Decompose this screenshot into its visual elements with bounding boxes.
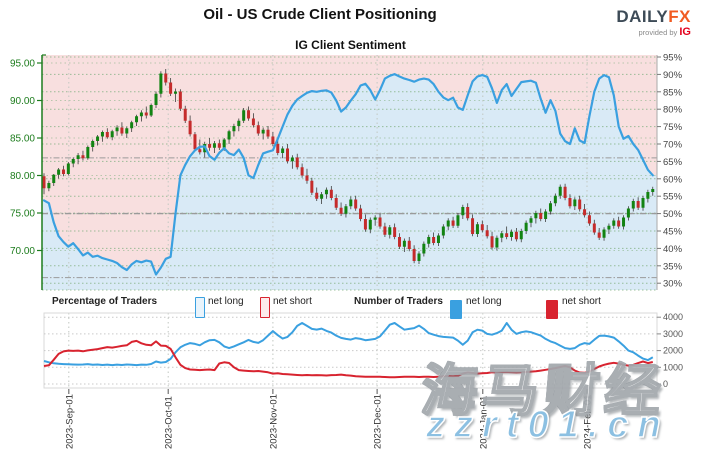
legend-num-net-short-label: net short bbox=[562, 296, 601, 307]
legend-pct-net-long-label: net long bbox=[208, 296, 244, 307]
svg-text:0: 0 bbox=[663, 379, 668, 389]
legend-num-net-long-label: net long bbox=[466, 296, 502, 307]
chart-subtitle: IG Client Sentiment bbox=[295, 38, 406, 52]
svg-text:70.00: 70.00 bbox=[10, 246, 35, 257]
svg-text:80%: 80% bbox=[663, 105, 683, 116]
svg-text:30%: 30% bbox=[663, 279, 683, 290]
svg-text:75%: 75% bbox=[663, 122, 683, 133]
svg-text:75.00: 75.00 bbox=[10, 209, 35, 220]
svg-text:40%: 40% bbox=[663, 244, 683, 255]
net-short-square-icon bbox=[260, 297, 270, 318]
ig-logo: IG bbox=[679, 25, 691, 38]
watermark-url-text: zzrt01.cn bbox=[425, 403, 670, 447]
svg-text:2023-Dec-01: 2023-Dec-01 bbox=[373, 394, 384, 449]
svg-text:70%: 70% bbox=[663, 140, 683, 151]
legend-pct-traders-label: Percentage of Traders bbox=[52, 296, 158, 307]
legend-pct-net-short-label: net short bbox=[273, 296, 312, 307]
page-title: Oil - US Crude Client Positioning bbox=[203, 6, 437, 23]
chart-legend: Percentage of Traders net long net short… bbox=[0, 292, 701, 319]
net-long-line-icon bbox=[450, 300, 462, 319]
logo-daily-text: DAILY bbox=[616, 7, 669, 26]
svg-text:45%: 45% bbox=[663, 227, 683, 238]
svg-text:3000: 3000 bbox=[663, 329, 683, 339]
svg-text:90.00: 90.00 bbox=[10, 96, 35, 107]
svg-text:2023-Sep-01: 2023-Sep-01 bbox=[64, 394, 75, 449]
svg-text:50%: 50% bbox=[663, 209, 683, 220]
dailyfx-logo: DAILYFX provided by IG bbox=[616, 8, 691, 38]
dailyfx-wordmark: DAILYFX bbox=[616, 8, 691, 26]
svg-text:85%: 85% bbox=[663, 87, 683, 98]
legend-num-traders-label: Number of Traders bbox=[354, 296, 443, 307]
svg-text:55%: 55% bbox=[663, 192, 683, 203]
net-long-square-icon bbox=[195, 297, 205, 318]
svg-text:60%: 60% bbox=[663, 174, 683, 185]
svg-text:95%: 95% bbox=[663, 53, 683, 64]
svg-text:95.00: 95.00 bbox=[10, 59, 35, 70]
svg-text:90%: 90% bbox=[663, 70, 683, 81]
svg-text:4000: 4000 bbox=[663, 312, 683, 322]
svg-text:85.00: 85.00 bbox=[10, 134, 35, 145]
provided-by-text: provided by bbox=[638, 27, 678, 37]
logo-provided-by: provided by IG bbox=[616, 25, 692, 39]
svg-text:65%: 65% bbox=[663, 157, 683, 168]
svg-text:35%: 35% bbox=[663, 261, 683, 272]
net-short-line-icon bbox=[546, 300, 558, 319]
axes: 95.00 90.00 85.00 80.00 75.00 70.00 95% 90% 85% 8… bbox=[10, 53, 683, 290]
number-of-traders-panel: 4000 3000 2000 1000 0 bbox=[43, 312, 683, 389]
svg-text:2023-Nov-01: 2023-Nov-01 bbox=[268, 394, 279, 449]
date-axis: 2023-Sep-01 2023-Oct-01 2023-Nov-01 2023-De… bbox=[64, 389, 594, 449]
svg-text:2023-Oct-01: 2023-Oct-01 bbox=[164, 396, 175, 449]
sentiment-area-fills bbox=[42, 55, 657, 290]
traders-net-long-line bbox=[43, 322, 654, 367]
svg-text:2000: 2000 bbox=[663, 346, 683, 356]
candlestick-series bbox=[42, 69, 655, 264]
traders-net-short-line bbox=[43, 339, 654, 379]
logo-fx-text: FX bbox=[668, 7, 691, 26]
svg-text:2024-Feb-01: 2024-Feb-01 bbox=[583, 395, 594, 449]
svg-text:2024-Jan-01: 2024-Jan-01 bbox=[478, 396, 489, 449]
svg-text:1000: 1000 bbox=[663, 362, 683, 372]
svg-text:80.00: 80.00 bbox=[10, 171, 35, 182]
sentiment-net-long-line bbox=[42, 72, 654, 276]
